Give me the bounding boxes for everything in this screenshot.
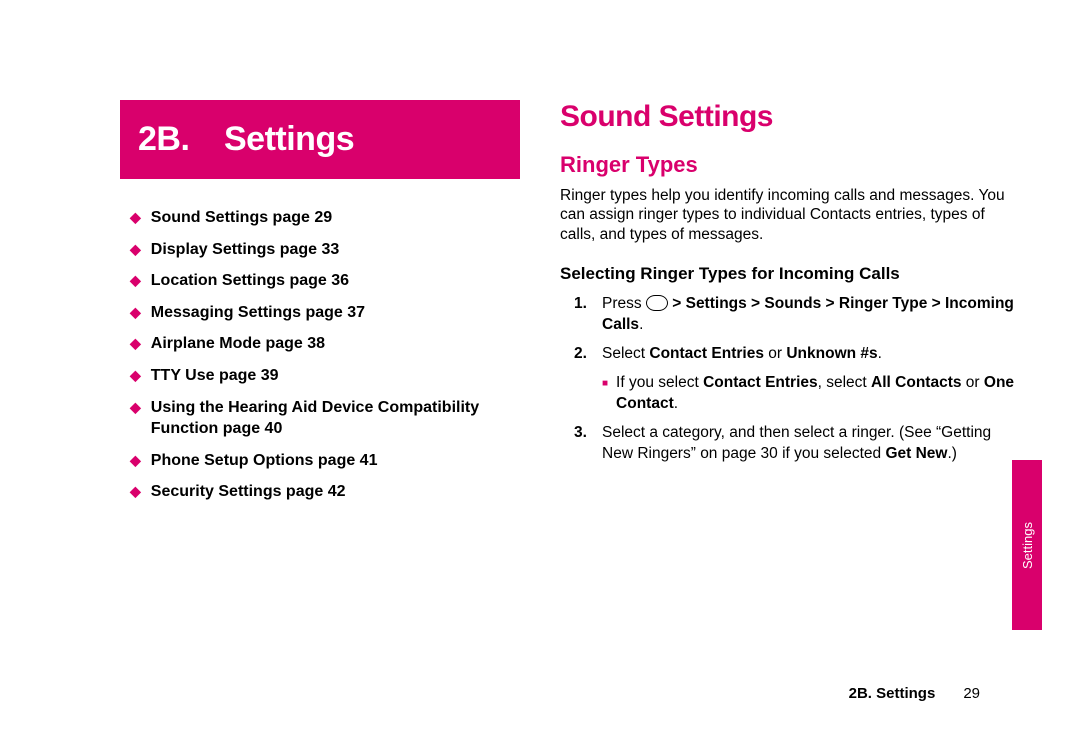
toc-item: ◆ TTY Use page 39 — [130, 365, 520, 387]
toc-item: ◆ Sound Settings page 29 — [130, 207, 520, 229]
side-tab-label: Settings — [1020, 522, 1035, 569]
diamond-bullet-icon: ◆ — [130, 451, 141, 470]
toc-label: Security Settings page 42 — [151, 481, 346, 503]
step-body: Select Contact Entries or Unknown #s. — [602, 344, 1020, 365]
page-footer: 2B. Settings 29 — [849, 685, 980, 702]
footer-chapter: 2B. Settings — [849, 685, 936, 702]
bold-text: Contact Entries — [649, 345, 764, 362]
step-3: 3. Select a category, and then select a … — [574, 423, 1020, 465]
toc-item: ◆ Security Settings page 42 — [130, 481, 520, 503]
toc-label: Location Settings page 36 — [151, 270, 349, 292]
toc-item: ◆ Airplane Mode page 38 — [130, 333, 520, 355]
toc-label: Sound Settings page 29 — [151, 207, 332, 229]
text: or — [961, 374, 983, 391]
table-of-contents: ◆ Sound Settings page 29 ◆ Display Setti… — [120, 207, 520, 503]
toc-label: Using the Hearing Aid Device Compatibili… — [151, 397, 520, 440]
text: Press — [602, 295, 646, 312]
sub-bullet: ■ If you select Contact Entries, select … — [574, 373, 1020, 415]
two-column-layout: 2B. Settings ◆ Sound Settings page 29 ◆ … — [0, 0, 1080, 513]
toc-label: Phone Setup Options page 41 — [151, 450, 378, 472]
diamond-bullet-icon: ◆ — [130, 366, 141, 385]
bold-text: Unknown #s — [786, 345, 877, 362]
text: . — [878, 345, 882, 362]
text: If you select — [616, 374, 703, 391]
right-column: Sound Settings Ringer Types Ringer types… — [560, 100, 1020, 513]
diamond-bullet-icon: ◆ — [130, 271, 141, 290]
toc-item: ◆ Display Settings page 33 — [130, 239, 520, 261]
text: or — [764, 345, 786, 362]
intro-paragraph: Ringer types help you identify incoming … — [560, 186, 1020, 244]
toc-label: Airplane Mode page 38 — [151, 333, 325, 355]
diamond-bullet-icon: ◆ — [130, 334, 141, 353]
left-column: 2B. Settings ◆ Sound Settings page 29 ◆ … — [120, 100, 520, 513]
side-tab: Settings — [1012, 460, 1042, 630]
bold-text: Contact Entries — [703, 374, 818, 391]
diamond-bullet-icon: ◆ — [130, 240, 141, 259]
toc-label: Messaging Settings page 37 — [151, 302, 365, 324]
step-body: Select a category, and then select a rin… — [602, 423, 1020, 465]
numbered-steps: 1. Press > Settings > Sounds > Ringer Ty… — [560, 294, 1020, 464]
toc-item: ◆ Phone Setup Options page 41 — [130, 450, 520, 472]
chapter-title-box: 2B. Settings — [120, 100, 520, 179]
step-number: 3. — [574, 423, 602, 465]
text: , select — [818, 374, 871, 391]
square-bullet-icon: ■ — [602, 377, 608, 415]
text: .) — [947, 445, 956, 462]
step-1: 1. Press > Settings > Sounds > Ringer Ty… — [574, 294, 1020, 336]
toc-item: ◆ Location Settings page 36 — [130, 270, 520, 292]
bold-text: Get New — [885, 445, 947, 462]
text: . — [674, 395, 678, 412]
toc-label: TTY Use page 39 — [151, 365, 279, 387]
ok-key-icon — [646, 295, 668, 311]
diamond-bullet-icon: ◆ — [130, 303, 141, 322]
step-number: 1. — [574, 294, 602, 336]
diamond-bullet-icon: ◆ — [130, 398, 141, 417]
toc-item: ◆ Messaging Settings page 37 — [130, 302, 520, 324]
step-body: Press > Settings > Sounds > Ringer Type … — [602, 294, 1020, 336]
section-heading-2: Ringer Types — [560, 152, 1020, 178]
toc-item: ◆ Using the Hearing Aid Device Compatibi… — [130, 397, 520, 440]
chapter-number: 2B. — [138, 120, 224, 159]
step-number: 2. — [574, 344, 602, 365]
diamond-bullet-icon: ◆ — [130, 208, 141, 227]
bold-text: All Contacts — [871, 374, 961, 391]
manual-page: 2B. Settings ◆ Sound Settings page 29 ◆ … — [0, 0, 1080, 754]
diamond-bullet-icon: ◆ — [130, 482, 141, 501]
section-heading-3: Selecting Ringer Types for Incoming Call… — [560, 264, 1020, 284]
step-2: 2. Select Contact Entries or Unknown #s. — [574, 344, 1020, 365]
chapter-title-text: Settings — [224, 120, 354, 159]
text: . — [639, 316, 643, 333]
toc-label: Display Settings page 33 — [151, 239, 340, 261]
section-heading-1: Sound Settings — [560, 100, 1020, 134]
text: Select — [602, 345, 649, 362]
footer-page-number: 29 — [963, 685, 980, 702]
sub-bullet-body: If you select Contact Entries, select Al… — [616, 373, 1020, 415]
